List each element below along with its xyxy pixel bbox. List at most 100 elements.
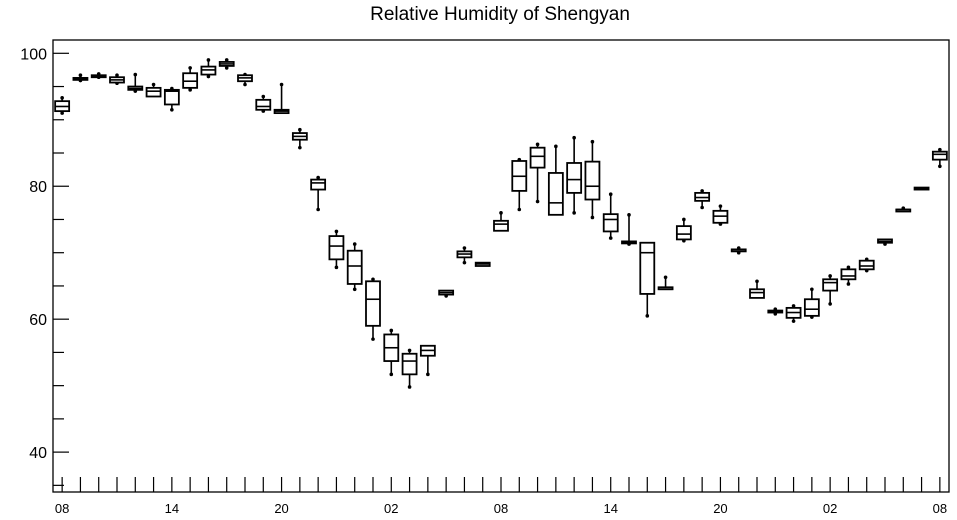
max-marker [389, 328, 394, 333]
box-31 [621, 213, 637, 246]
box-6 [163, 86, 180, 112]
box-body [566, 162, 583, 194]
max-marker [151, 82, 156, 87]
max-marker [352, 242, 357, 246]
min-marker [243, 82, 247, 87]
box-9 [218, 58, 235, 70]
max-marker [371, 277, 375, 282]
box-35 [694, 189, 711, 210]
box-12 [273, 82, 290, 115]
box-1 [72, 73, 89, 83]
box-40 [785, 304, 802, 323]
max-marker [810, 287, 814, 292]
box-15 [328, 229, 345, 270]
max-marker [133, 72, 138, 77]
box-22 [456, 246, 473, 265]
max-marker [590, 139, 595, 144]
min-marker [462, 260, 467, 265]
box-17 [365, 277, 381, 341]
box-body [639, 241, 656, 295]
max-marker [938, 147, 942, 152]
box-3 [109, 73, 125, 86]
max-marker [791, 304, 796, 308]
x-tick-label: 20 [713, 501, 727, 516]
max-marker [115, 73, 119, 78]
box-body [803, 298, 820, 317]
max-marker [407, 348, 412, 353]
min-marker [791, 319, 796, 323]
min-marker [608, 236, 613, 240]
box-13 [291, 127, 308, 150]
box-body [255, 98, 272, 111]
box-body [493, 219, 509, 232]
min-marker [170, 107, 174, 112]
max-marker [206, 58, 211, 62]
box-body [822, 278, 839, 292]
x-tick-label: 02 [384, 501, 398, 516]
y-tick-label: 100 [20, 46, 47, 63]
box-body [365, 280, 381, 327]
box-14 [310, 175, 327, 212]
box-21 [438, 289, 455, 298]
y-tick-label: 40 [29, 445, 47, 462]
box-11 [255, 94, 272, 113]
box-body [749, 288, 765, 299]
box-45 [877, 238, 893, 246]
box-33 [657, 275, 674, 291]
box-41 [803, 287, 820, 319]
box-16 [346, 242, 363, 292]
box-0 [54, 96, 71, 115]
box-39 [767, 307, 784, 316]
box-body [145, 86, 162, 98]
box-20 [419, 344, 436, 377]
max-marker [700, 189, 704, 193]
min-marker [938, 164, 942, 169]
box-24 [493, 211, 509, 232]
min-marker [224, 66, 229, 70]
max-marker [298, 127, 302, 132]
max-marker [846, 265, 851, 270]
max-marker [572, 135, 576, 140]
plot-frame [52, 39, 950, 493]
max-marker [499, 211, 503, 215]
min-marker [590, 215, 595, 220]
min-marker [572, 211, 576, 215]
max-marker [682, 217, 686, 222]
box-body [931, 150, 948, 161]
chart-title: Relative Humidity of Shengyan [370, 4, 630, 25]
box-38 [749, 279, 765, 299]
x-tick-label: 14 [165, 501, 179, 516]
box-26 [529, 142, 546, 204]
max-marker [78, 73, 83, 78]
box-body [401, 352, 418, 376]
min-marker [298, 145, 302, 150]
max-marker [718, 204, 723, 208]
y-tick-label: 60 [29, 312, 47, 329]
max-marker [608, 192, 613, 197]
max-marker [334, 229, 339, 234]
max-marker [627, 213, 631, 217]
x-tick-label: 14 [603, 501, 617, 516]
box-5 [145, 82, 162, 98]
x-tick-label: 08 [55, 501, 69, 516]
max-marker [755, 279, 759, 284]
box-28 [566, 135, 583, 215]
box-body [310, 178, 327, 191]
min-marker [334, 265, 339, 270]
axis-ticks [53, 52, 941, 492]
box-body [529, 146, 546, 169]
box-body [675, 225, 692, 241]
min-marker [316, 207, 320, 212]
box-series [54, 58, 948, 389]
max-marker [828, 274, 832, 278]
max-marker [554, 144, 558, 149]
max-marker [224, 58, 229, 62]
min-marker [517, 207, 522, 212]
y-tick-label: 80 [29, 179, 47, 196]
min-marker [426, 372, 430, 377]
max-marker [188, 66, 192, 70]
min-marker [645, 314, 650, 318]
box-body [602, 213, 619, 233]
box-29 [584, 139, 601, 220]
